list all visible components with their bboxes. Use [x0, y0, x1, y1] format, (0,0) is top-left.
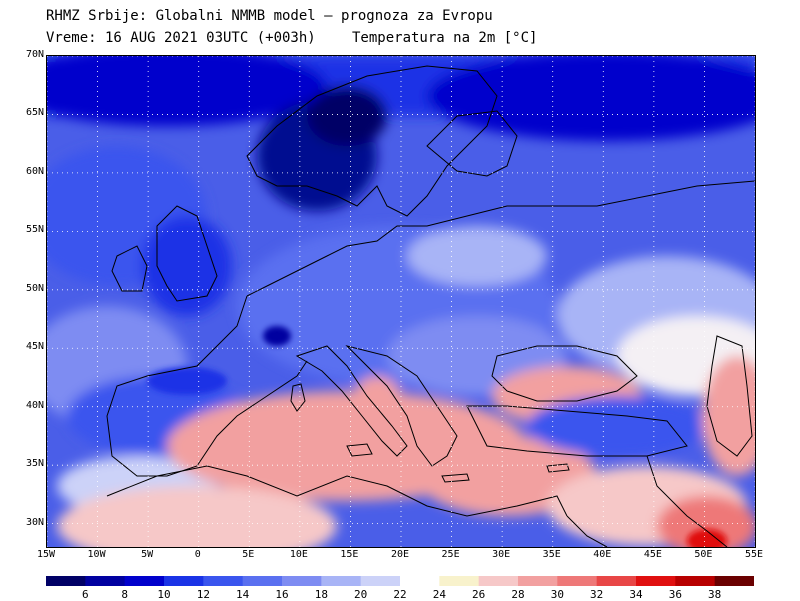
- colorbar-label: 34: [629, 588, 643, 601]
- colorbar-swatch: [360, 576, 401, 586]
- colorbar-label: 22: [393, 588, 407, 601]
- temperature-map: [46, 55, 756, 548]
- variable-label: Temperatura na 2m [°C]: [352, 30, 538, 46]
- latitude-label: 40N: [25, 399, 44, 411]
- latitude-label: 45N: [25, 341, 44, 353]
- longitude-label: 30E: [492, 549, 511, 560]
- colorbar-label: 20: [354, 588, 368, 601]
- longitude-label: 10E: [289, 549, 308, 560]
- colorbar-label: 8: [121, 588, 128, 601]
- colorbar: [46, 576, 754, 586]
- latitude-label: 60N: [25, 165, 44, 177]
- latitude-label: 70N: [25, 49, 44, 60]
- longitude-label: 45E: [643, 549, 662, 560]
- colorbar-label: 16: [275, 588, 289, 601]
- map-canvas: [47, 56, 755, 547]
- longitude-label: 20E: [390, 549, 410, 560]
- colorbar-swatch: [321, 576, 362, 586]
- colorbar-swatch: [203, 576, 244, 586]
- colorbar-swatch: [439, 576, 480, 586]
- colorbar-swatch: [478, 576, 519, 586]
- colorbar-swatch: [636, 576, 676, 586]
- graticule: [47, 56, 755, 547]
- colorbar-label: 38: [708, 588, 722, 601]
- latitude-label: 30N: [25, 516, 44, 528]
- longitude-label: 5W: [141, 549, 154, 560]
- longitude-label: 0: [194, 549, 201, 560]
- longitude-label: 25E: [441, 549, 460, 560]
- temperature-field: [47, 56, 755, 547]
- colorbar-label: 10: [157, 588, 171, 601]
- longitude-label: 5E: [242, 549, 255, 560]
- latitude-label: 35N: [25, 458, 44, 470]
- colorbar-swatch: [596, 576, 637, 586]
- colorbar-label: 24: [432, 588, 446, 601]
- colorbar-swatch: [518, 576, 558, 586]
- colorbar-label: 28: [511, 588, 525, 601]
- colorbar-label: 32: [590, 588, 604, 601]
- colorbar-label: 14: [236, 588, 250, 601]
- map-title: RHMZ Srbije: Globalni NMMB model — progn…: [46, 8, 493, 24]
- colorbar-swatch: [85, 576, 126, 586]
- colorbar-label: 6: [82, 588, 89, 601]
- colorbar-swatch: [242, 576, 283, 586]
- colorbar-swatch: [714, 576, 754, 586]
- colorbar-label: 12: [196, 588, 210, 601]
- colorbar-swatch: [557, 576, 598, 586]
- colorbar-label: 18: [314, 588, 328, 601]
- colorbar-label: 36: [668, 588, 682, 601]
- colorbar-swatch: [46, 576, 86, 586]
- colorbar-label: 26: [472, 588, 486, 601]
- latitude-label: 50N: [25, 282, 44, 294]
- colorbar-swatch: [164, 576, 204, 586]
- colorbar-label: 30: [550, 588, 564, 601]
- longitude-label: 15E: [340, 549, 359, 560]
- latitude-label: 65N: [25, 107, 44, 119]
- forecast-time: Vreme: 16 AUG 2021 03UTC (+003h): [46, 30, 316, 46]
- longitude-label: 10W: [87, 549, 106, 560]
- colorbar-swatch: [282, 576, 322, 586]
- colorbar-swatch: [675, 576, 716, 586]
- longitude-label: 50E: [694, 549, 713, 560]
- colorbar-swatch: [400, 576, 440, 586]
- longitude-label: 40E: [593, 549, 612, 560]
- longitude-label: 15W: [36, 549, 56, 560]
- longitude-label: 35E: [542, 549, 561, 560]
- longitude-label: 55E: [744, 549, 764, 560]
- latitude-label: 55N: [25, 224, 44, 236]
- colorbar-swatch: [124, 576, 165, 586]
